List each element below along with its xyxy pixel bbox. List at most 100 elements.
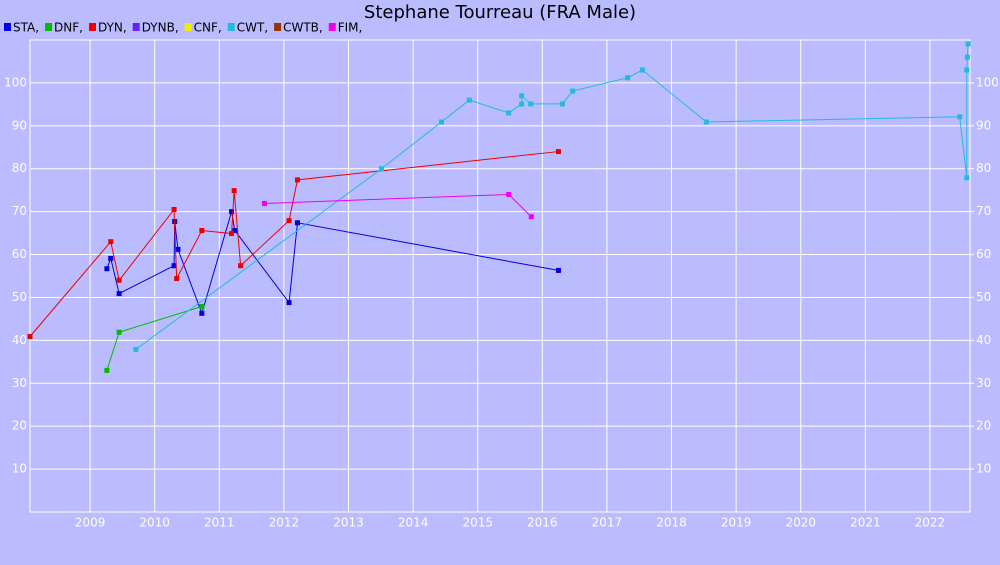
point (294, 220, 300, 226)
point (171, 206, 177, 212)
plot-area (29, 39, 971, 513)
point (133, 346, 139, 352)
y2-tick-label: 40 (976, 333, 991, 347)
legend-label: CWTB, (283, 21, 323, 35)
x-tick-label: 2015 (462, 516, 493, 530)
x-tick-label: 2013 (333, 516, 364, 530)
point (175, 246, 181, 252)
point (286, 300, 292, 306)
point (231, 188, 237, 194)
point (104, 266, 110, 272)
point (171, 263, 177, 269)
y-tick-label: 70 (12, 204, 27, 218)
legend-label: DNF, (54, 21, 83, 35)
point (104, 367, 110, 373)
point (555, 149, 561, 155)
y2-tick-label: 50 (976, 290, 991, 304)
point (108, 239, 114, 245)
legend-label: CWT, (237, 21, 268, 35)
point (116, 291, 122, 297)
point (378, 166, 384, 172)
legend-label: FIM, (338, 21, 363, 35)
legend-swatch (328, 23, 336, 31)
y-tick-label: 80 (12, 161, 27, 175)
y-tick-label: 10 (12, 462, 27, 476)
point (957, 114, 963, 120)
legend-swatch (88, 23, 96, 31)
y-tick-label: 40 (12, 333, 27, 347)
x-tick-label: 2016 (527, 516, 558, 530)
x-tick-label: 2011 (204, 516, 235, 530)
chart-title: Stephane Tourreau (FRA Male) (364, 2, 636, 23)
point (965, 41, 971, 47)
x-tick-label: 2012 (269, 516, 300, 530)
x-tick-label: 2009 (75, 516, 106, 530)
y-tick-label: 60 (12, 247, 27, 261)
y-tick-label: 50 (12, 290, 27, 304)
point (199, 228, 205, 234)
legend-swatch (132, 23, 140, 31)
legend-swatch (227, 23, 235, 31)
x-tick-label: 2022 (915, 516, 946, 530)
point (506, 110, 512, 116)
point (528, 214, 534, 220)
y2-tick-label: 90 (976, 118, 991, 132)
point (238, 263, 244, 269)
y-tick-label: 20 (12, 419, 27, 433)
point (229, 231, 235, 237)
point (506, 191, 512, 197)
legend-swatch (184, 23, 192, 31)
y2-tick-label: 20 (976, 419, 991, 433)
y-tick-label: 90 (12, 118, 27, 132)
y2-tick-label: 10 (976, 462, 991, 476)
point (286, 218, 292, 224)
point (108, 255, 114, 261)
point (519, 101, 525, 107)
point (229, 209, 235, 215)
legend-label: CNF, (194, 21, 222, 35)
legend-swatch (4, 23, 11, 31)
x-tick-label: 2018 (656, 516, 687, 530)
point (294, 177, 300, 183)
y-tick-label: 100 (4, 75, 27, 89)
y-tick-label: 30 (12, 376, 27, 390)
point (625, 75, 631, 81)
legend-label: DYN, (98, 21, 127, 35)
legend-swatch (45, 23, 53, 31)
point (703, 119, 709, 125)
series-line (135, 43, 969, 350)
x-tick-label: 2010 (139, 516, 170, 530)
x-tick-label: 2019 (721, 516, 752, 530)
y2-tick-label: 80 (976, 161, 991, 175)
x-tick-label: 2017 (592, 516, 623, 530)
y2-tick-label: 60 (976, 247, 991, 261)
series-line (29, 151, 559, 337)
y2-tick-label: 70 (976, 204, 991, 218)
series-line (106, 211, 559, 315)
legend-swatch (274, 23, 282, 31)
point (116, 329, 122, 335)
point (466, 97, 472, 103)
point (639, 67, 645, 73)
legend-label: STA, (13, 21, 39, 35)
point (232, 228, 238, 234)
point (964, 54, 970, 60)
y2-tick-label: 100 (976, 75, 999, 89)
point (174, 276, 180, 282)
x-tick-label: 2021 (850, 516, 881, 530)
point (559, 101, 565, 107)
point (199, 303, 205, 309)
point (27, 334, 33, 340)
point (439, 119, 445, 125)
point (528, 101, 534, 107)
point (964, 175, 970, 181)
point (116, 277, 122, 283)
point (570, 88, 576, 94)
y2-tick-label: 30 (976, 376, 991, 390)
point (262, 200, 268, 206)
point (519, 93, 525, 99)
point (964, 67, 970, 73)
legend-label: DYNB, (142, 21, 179, 35)
